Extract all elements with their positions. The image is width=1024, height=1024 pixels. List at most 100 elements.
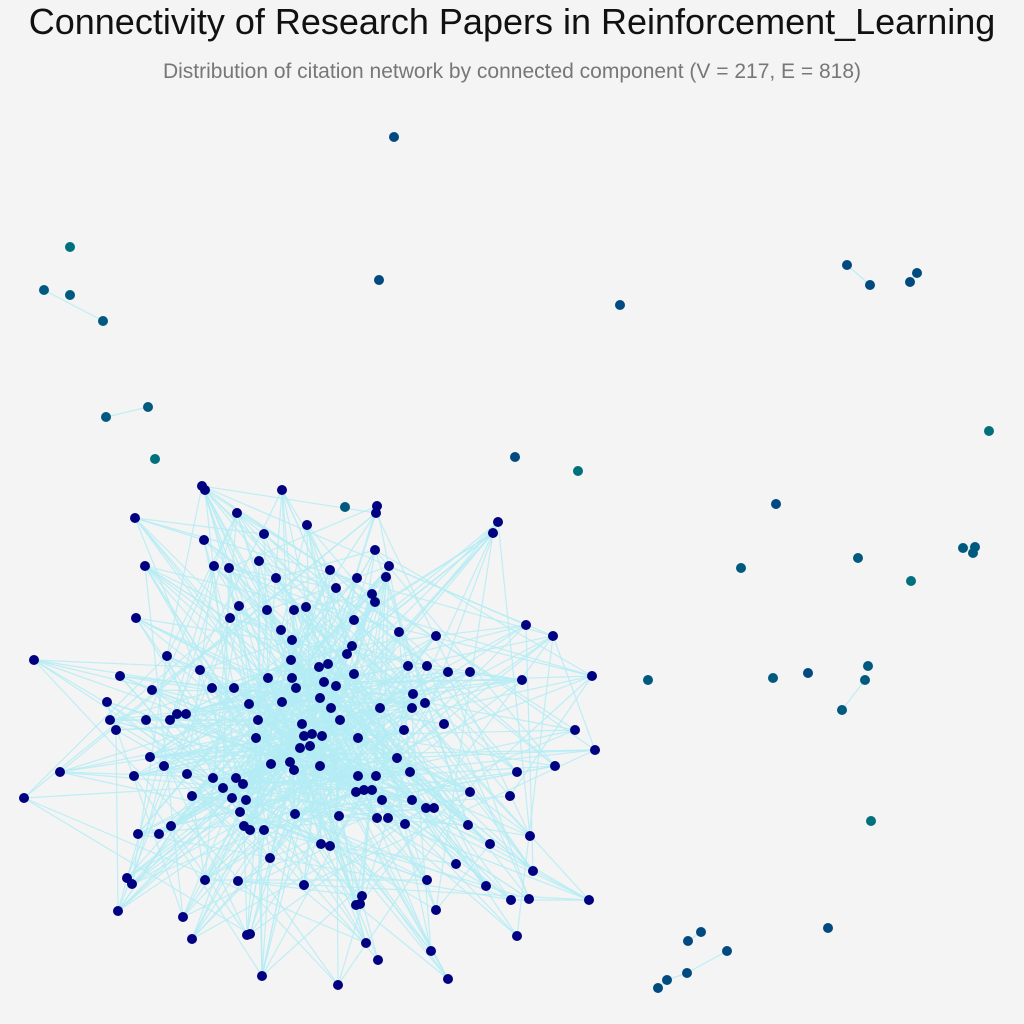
paper-node bbox=[200, 485, 210, 495]
citation-edge bbox=[191, 693, 414, 940]
paper-node bbox=[866, 816, 876, 826]
paper-node bbox=[181, 709, 191, 719]
paper-node bbox=[550, 761, 560, 771]
citation-edge bbox=[203, 539, 348, 655]
paper-node bbox=[463, 820, 473, 830]
citation-edge bbox=[255, 737, 263, 977]
citation-edge bbox=[201, 485, 531, 837]
citation-edge bbox=[166, 485, 203, 657]
citation-edge bbox=[261, 675, 593, 977]
paper-node bbox=[259, 825, 269, 835]
paper-node bbox=[143, 402, 153, 412]
citation-edge bbox=[191, 795, 428, 881]
nodes-layer bbox=[19, 132, 994, 993]
paper-node bbox=[349, 615, 359, 625]
citation-edge bbox=[144, 565, 593, 677]
paper-node bbox=[912, 268, 922, 278]
paper-node bbox=[407, 703, 417, 713]
citation-edge bbox=[407, 635, 554, 667]
paper-node bbox=[315, 761, 325, 771]
citation-edge bbox=[357, 775, 432, 952]
paper-node bbox=[381, 572, 391, 582]
paper-node bbox=[517, 675, 527, 685]
paper-node bbox=[422, 875, 432, 885]
paper-node bbox=[241, 795, 251, 805]
citation-edge bbox=[270, 763, 449, 980]
citation-edge bbox=[117, 723, 303, 912]
paper-node bbox=[485, 839, 495, 849]
citation-edge bbox=[329, 569, 556, 767]
paper-node bbox=[162, 651, 172, 661]
citation-edge bbox=[374, 549, 556, 767]
citation-edge bbox=[237, 880, 363, 897]
citation-edge bbox=[59, 733, 313, 773]
paper-node bbox=[367, 589, 377, 599]
paper-node bbox=[287, 673, 297, 683]
paper-node bbox=[229, 683, 239, 693]
paper-node bbox=[154, 829, 164, 839]
paper-node bbox=[172, 709, 182, 719]
paper-node bbox=[130, 513, 140, 523]
paper-node bbox=[361, 938, 371, 948]
paper-node bbox=[352, 573, 362, 583]
citation-edge bbox=[191, 807, 427, 940]
paper-node bbox=[525, 831, 535, 841]
citation-edge bbox=[134, 517, 205, 541]
citation-edge bbox=[201, 485, 377, 514]
citation-edge bbox=[126, 701, 283, 879]
paper-node bbox=[259, 529, 269, 539]
paper-node bbox=[307, 729, 317, 739]
citation-edge bbox=[228, 505, 378, 569]
paper-node bbox=[111, 725, 121, 735]
citation-edge bbox=[305, 606, 487, 887]
paper-node bbox=[548, 631, 558, 641]
paper-node bbox=[238, 779, 248, 789]
paper-node bbox=[101, 412, 111, 422]
citation-edge bbox=[249, 587, 337, 831]
paper-node bbox=[231, 773, 241, 783]
paper-node bbox=[98, 316, 108, 326]
citation-edge bbox=[355, 565, 390, 793]
paper-node bbox=[353, 771, 363, 781]
paper-node bbox=[150, 454, 160, 464]
paper-node bbox=[105, 715, 115, 725]
paper-node bbox=[349, 669, 359, 679]
citation-edge bbox=[117, 659, 292, 912]
paper-node bbox=[276, 625, 286, 635]
paper-node bbox=[113, 906, 123, 916]
paper-node bbox=[823, 923, 833, 933]
paper-node bbox=[860, 675, 870, 685]
citation-edge bbox=[137, 761, 291, 835]
paper-node bbox=[683, 936, 693, 946]
paper-node bbox=[333, 980, 343, 990]
citation-edge bbox=[176, 624, 527, 715]
paper-node bbox=[299, 880, 309, 890]
paper-node bbox=[200, 875, 210, 885]
citation-edge bbox=[509, 675, 593, 797]
paper-node bbox=[302, 520, 312, 530]
paper-node bbox=[510, 452, 520, 462]
paper-node bbox=[696, 927, 706, 937]
paper-node bbox=[141, 715, 151, 725]
citation-edge bbox=[497, 521, 531, 837]
citation-edge bbox=[185, 663, 329, 715]
citation-edge bbox=[376, 817, 590, 901]
paper-node bbox=[224, 563, 234, 573]
paper-node bbox=[65, 242, 75, 252]
citation-edge bbox=[212, 735, 305, 779]
paper-node bbox=[842, 260, 852, 270]
citation-edge bbox=[306, 524, 518, 773]
paper-node bbox=[353, 733, 363, 743]
paper-node bbox=[317, 731, 327, 741]
paper-node bbox=[334, 811, 344, 821]
paper-node bbox=[314, 662, 324, 672]
paper-node bbox=[392, 753, 402, 763]
paper-node bbox=[584, 895, 594, 905]
citation-edge bbox=[435, 532, 494, 911]
paper-node bbox=[359, 785, 369, 795]
citation-edge bbox=[435, 843, 491, 911]
citation-edge bbox=[211, 687, 361, 905]
paper-node bbox=[587, 671, 597, 681]
citation-edge bbox=[169, 489, 283, 721]
paper-node bbox=[331, 583, 341, 593]
